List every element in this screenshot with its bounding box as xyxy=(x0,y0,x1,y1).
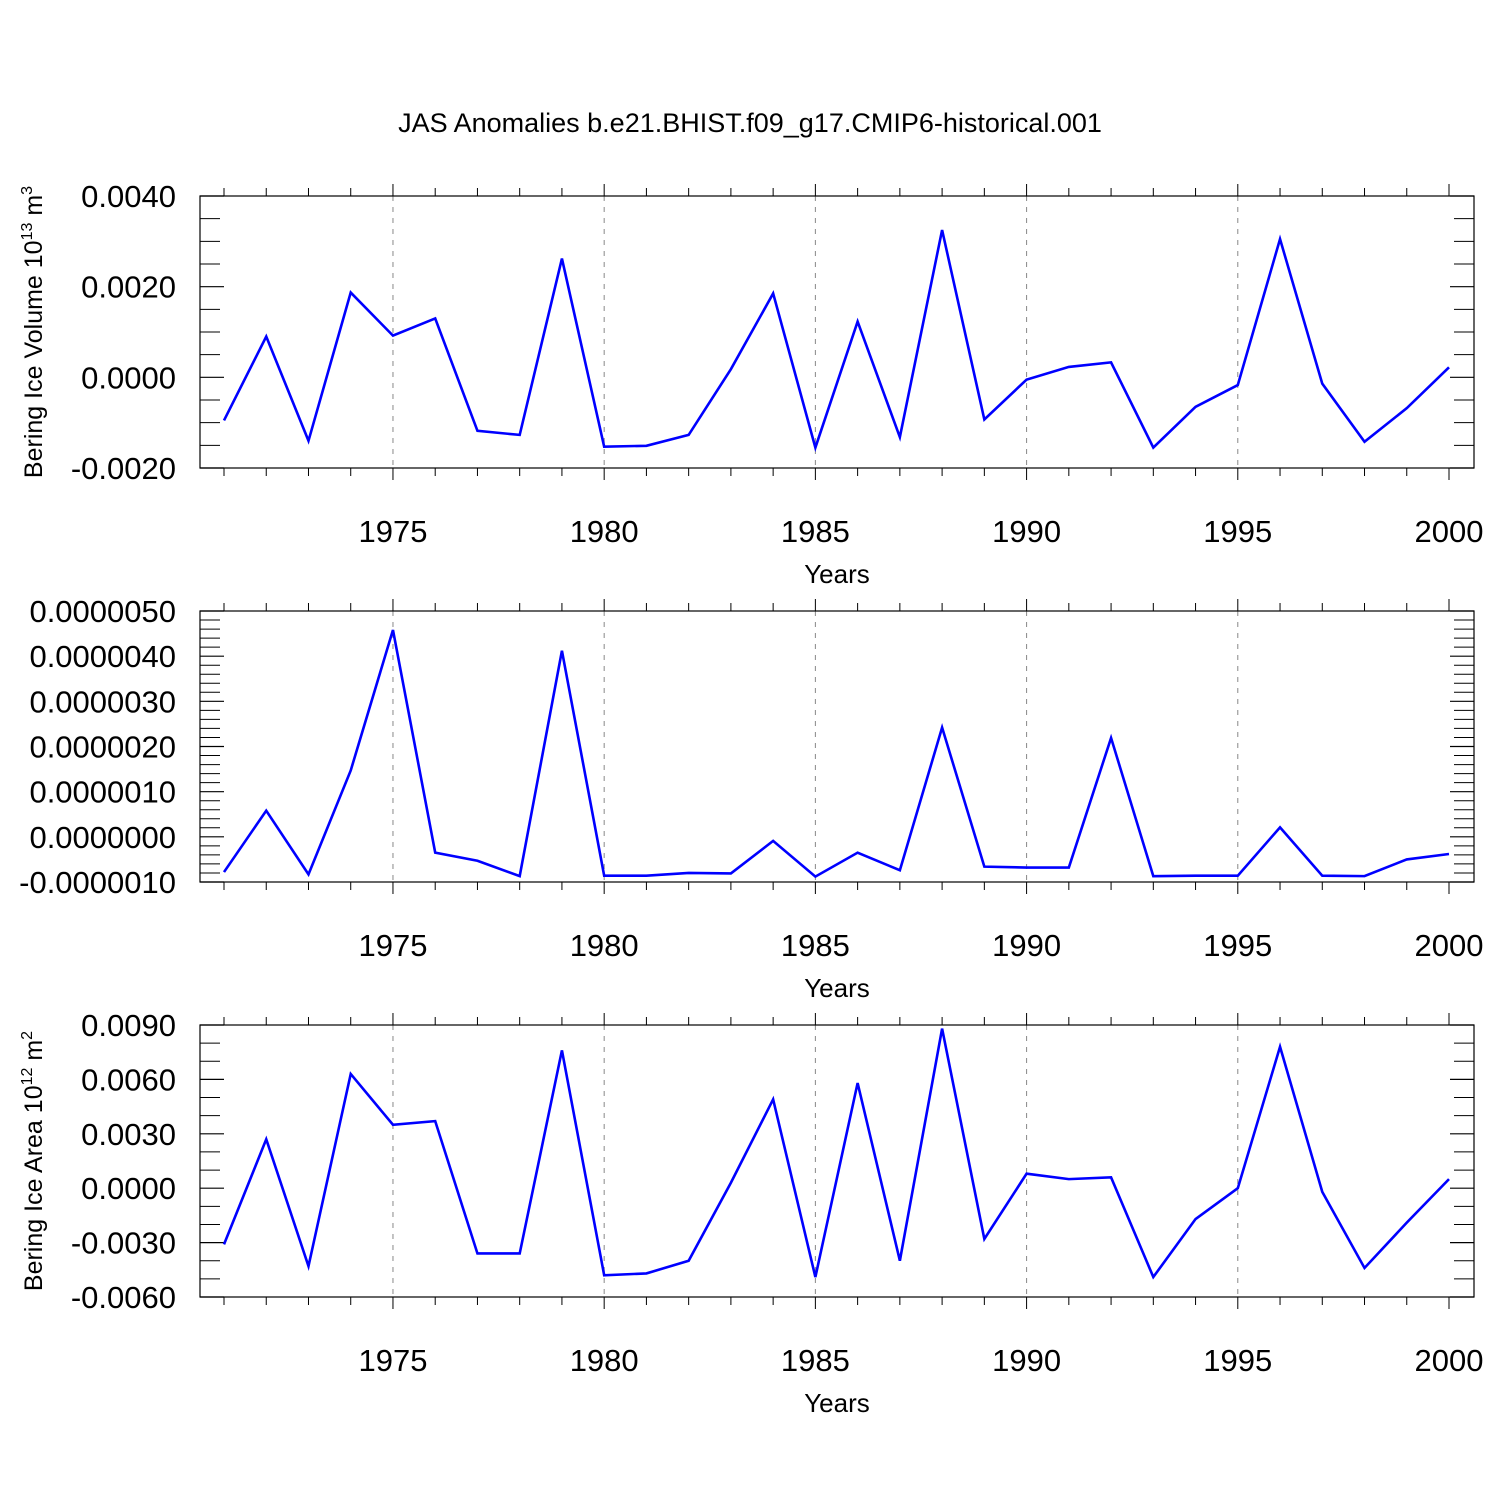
y-tick-label: 0.0000 xyxy=(81,1171,176,1206)
y-axis-label-base: Bering Ice Area 10 xyxy=(20,1085,48,1291)
x-tick-label: 1985 xyxy=(781,1343,850,1378)
x-tick-label: 1990 xyxy=(992,928,1061,963)
y-tick-label: 0.0000030 xyxy=(29,684,176,719)
y-tick-label: 0.0000010 xyxy=(29,775,176,810)
y-tick-label: 0.0030 xyxy=(81,1117,176,1152)
y-tick-label: 0.0060 xyxy=(81,1062,176,1097)
y-tick-label: 0.0090 xyxy=(81,1008,176,1043)
y-tick-label: 0.0000050 xyxy=(29,594,176,629)
series-line-series-2 xyxy=(222,629,1450,879)
x-tick-label: 2000 xyxy=(1415,514,1484,549)
x-tick-label: 1990 xyxy=(992,514,1061,549)
x-axis-label: Years xyxy=(804,559,870,589)
x-tick-label: 2000 xyxy=(1415,928,1484,963)
y-tick-label: 0.0000020 xyxy=(29,730,176,765)
x-tick-label: 1975 xyxy=(358,1343,427,1378)
y-tick-label: -0.0000010 xyxy=(19,865,176,900)
x-tick-label: 1975 xyxy=(358,514,427,549)
x-tick-label: 1990 xyxy=(992,1343,1061,1378)
y-tick-label: -0.0060 xyxy=(71,1280,176,1315)
y-tick-label: 0.0000 xyxy=(81,360,176,395)
y-axis-label: Bering Ice Area 1012 m2 xyxy=(19,1031,48,1291)
figure-title: JAS Anomalies b.e21.BHIST.f09_g17.CMIP6-… xyxy=(398,108,1102,138)
panel-ice-volume: 1975 1980 1985 1990 1995 2000 Years -0.0020 0.00… xyxy=(19,179,1483,589)
series-line-volume xyxy=(222,229,1450,453)
x-tick-label: 1995 xyxy=(1203,514,1272,549)
y-axis-label-base: Bering Ice Volume 10 xyxy=(20,240,48,478)
y-tick-label: 0.0040 xyxy=(81,179,176,214)
series-line-area xyxy=(222,1028,1450,1280)
y-tick-label: 0.0020 xyxy=(81,270,176,305)
panel-ice-area: 1975 1980 1985 1990 1995 2000 Years -0.0060 -0.0… xyxy=(19,1008,1483,1418)
y-axis-label-unit-exp: 2 xyxy=(19,1031,36,1040)
x-tick-label: 1980 xyxy=(570,514,639,549)
y-tick-label: 0.0000040 xyxy=(29,639,176,674)
y-tick-label: -0.0030 xyxy=(71,1226,176,1261)
x-tick-label: 1985 xyxy=(781,928,850,963)
y-axis-label: Bering Ice Volume 1013 m3 xyxy=(19,186,48,478)
x-tick-label: 1980 xyxy=(570,928,639,963)
x-tick-label: 1995 xyxy=(1203,928,1272,963)
y-axis-label-unit: m xyxy=(20,1040,48,1068)
y-axis-label-unit: m xyxy=(20,195,48,223)
x-tick-label: 1985 xyxy=(781,514,850,549)
plot-frame xyxy=(199,610,1475,883)
y-tick-label: -0.0020 xyxy=(71,451,176,486)
x-axis-label: Years xyxy=(804,1388,870,1418)
x-axis-label: Years xyxy=(804,973,870,1003)
y-tick-label: 0.0000000 xyxy=(29,820,176,855)
x-tick-label: 1975 xyxy=(358,928,427,963)
y-axis-label-exp: 13 xyxy=(19,223,36,241)
y-axis-label-unit-exp: 3 xyxy=(19,186,36,195)
x-tick-label: 1995 xyxy=(1203,1343,1272,1378)
panel-anomaly-2: 1975 1980 1985 1990 1995 2000 Years -0.0000010 0… xyxy=(19,594,1483,1003)
y-axis-label-exp: 12 xyxy=(19,1067,36,1085)
plot-frame xyxy=(199,1024,1475,1298)
x-tick-label: 2000 xyxy=(1415,1343,1484,1378)
x-tick-label: 1980 xyxy=(570,1343,639,1378)
